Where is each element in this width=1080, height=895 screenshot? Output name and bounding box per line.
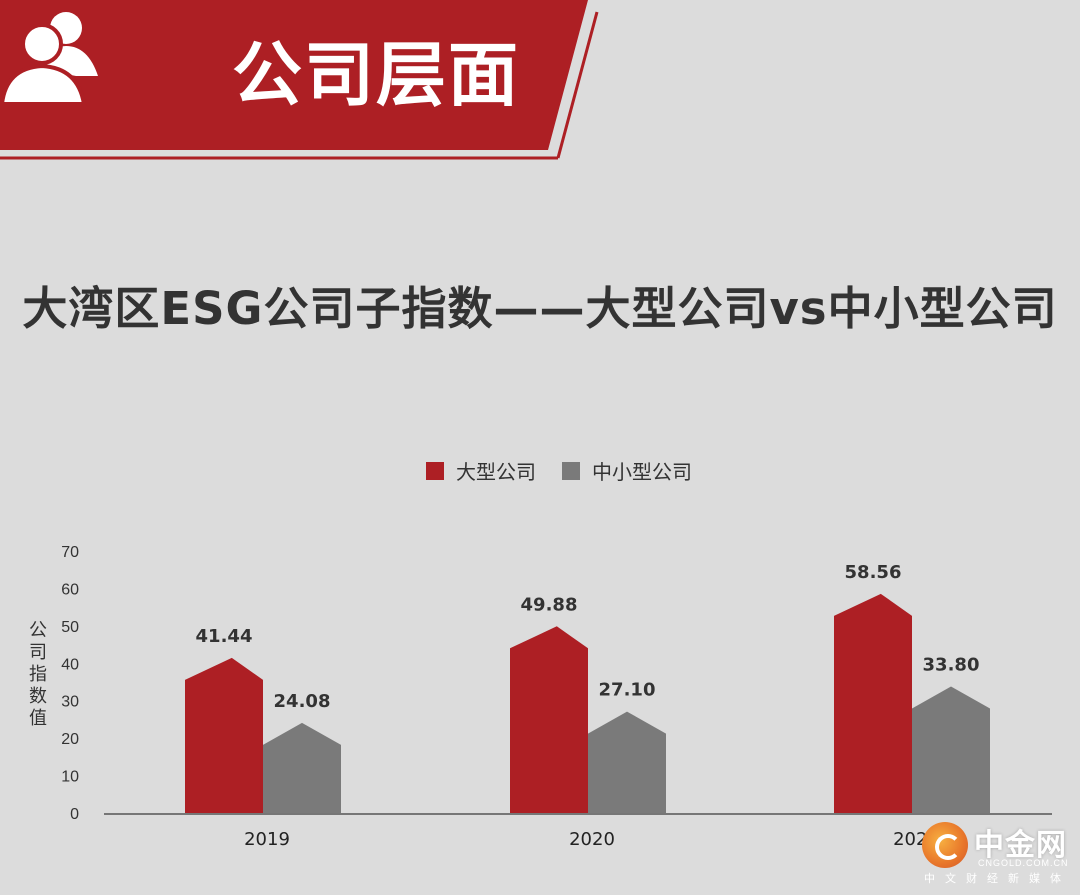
y-tick-label: 40: [61, 656, 79, 673]
x-tick-label: 2020: [569, 829, 615, 850]
y-axis-title-char: 公: [29, 620, 47, 641]
bar-large-2021: [834, 593, 912, 813]
y-tick-label: 0: [70, 806, 79, 823]
watermark-tagline: 中文财经新媒体: [924, 872, 1071, 885]
y-axis-title-char: 司: [29, 642, 47, 663]
people-icon: [0, 12, 98, 106]
legend-swatch-small: [562, 461, 580, 480]
bar-small-2019: [263, 722, 341, 813]
bar-large-2020: [510, 626, 588, 813]
header-banner: 公司层面: [0, 0, 600, 165]
data-label: 27.10: [599, 680, 656, 701]
legend-label-small: 中小型公司: [592, 460, 692, 484]
legend: 大型公司 中小型公司: [0, 456, 1080, 486]
legend-swatch-large: [426, 461, 444, 480]
y-axis-title-char: 值: [29, 708, 47, 729]
legend-label-large: 大型公司: [456, 460, 536, 484]
data-label: 41.44: [196, 626, 253, 647]
y-tick-label: 50: [61, 619, 79, 636]
y-tick-label: 70: [61, 544, 79, 561]
legend-item-large: 大型公司: [426, 456, 536, 485]
y-axis-title-char: 指: [29, 664, 47, 685]
y-axis-title: 公司指数值: [24, 620, 52, 730]
cngold-logo-icon: [922, 822, 968, 868]
banner-shape: [0, 0, 599, 160]
y-tick-label: 20: [61, 731, 79, 748]
data-label: 33.80: [923, 654, 980, 675]
legend-item-small: 中小型公司: [562, 456, 692, 485]
watermark-domain: CNGOLD.COM.CN: [978, 858, 1069, 868]
watermark: 中金网 CNGOLD.COM.CN 中文财经新媒体: [920, 818, 1080, 888]
x-tick-label: 2019: [244, 829, 290, 850]
chart-title: 大湾区ESG公司子指数——大型公司vs中小型公司: [22, 282, 1058, 335]
y-tick-label: 30: [61, 694, 79, 711]
bar-small-2021: [912, 686, 990, 813]
data-label: 49.88: [521, 594, 578, 615]
watermark-name: 中金网: [974, 828, 1067, 863]
y-axis-title-char: 数: [29, 686, 47, 707]
data-label: 58.56: [845, 562, 902, 583]
bar-small-2020: [588, 711, 666, 813]
y-tick-label: 10: [61, 769, 79, 786]
banner-title: 公司层面: [232, 34, 520, 116]
bar-large-2019: [185, 657, 263, 813]
data-label: 24.08: [274, 691, 331, 712]
y-tick-label: 60: [61, 581, 79, 598]
